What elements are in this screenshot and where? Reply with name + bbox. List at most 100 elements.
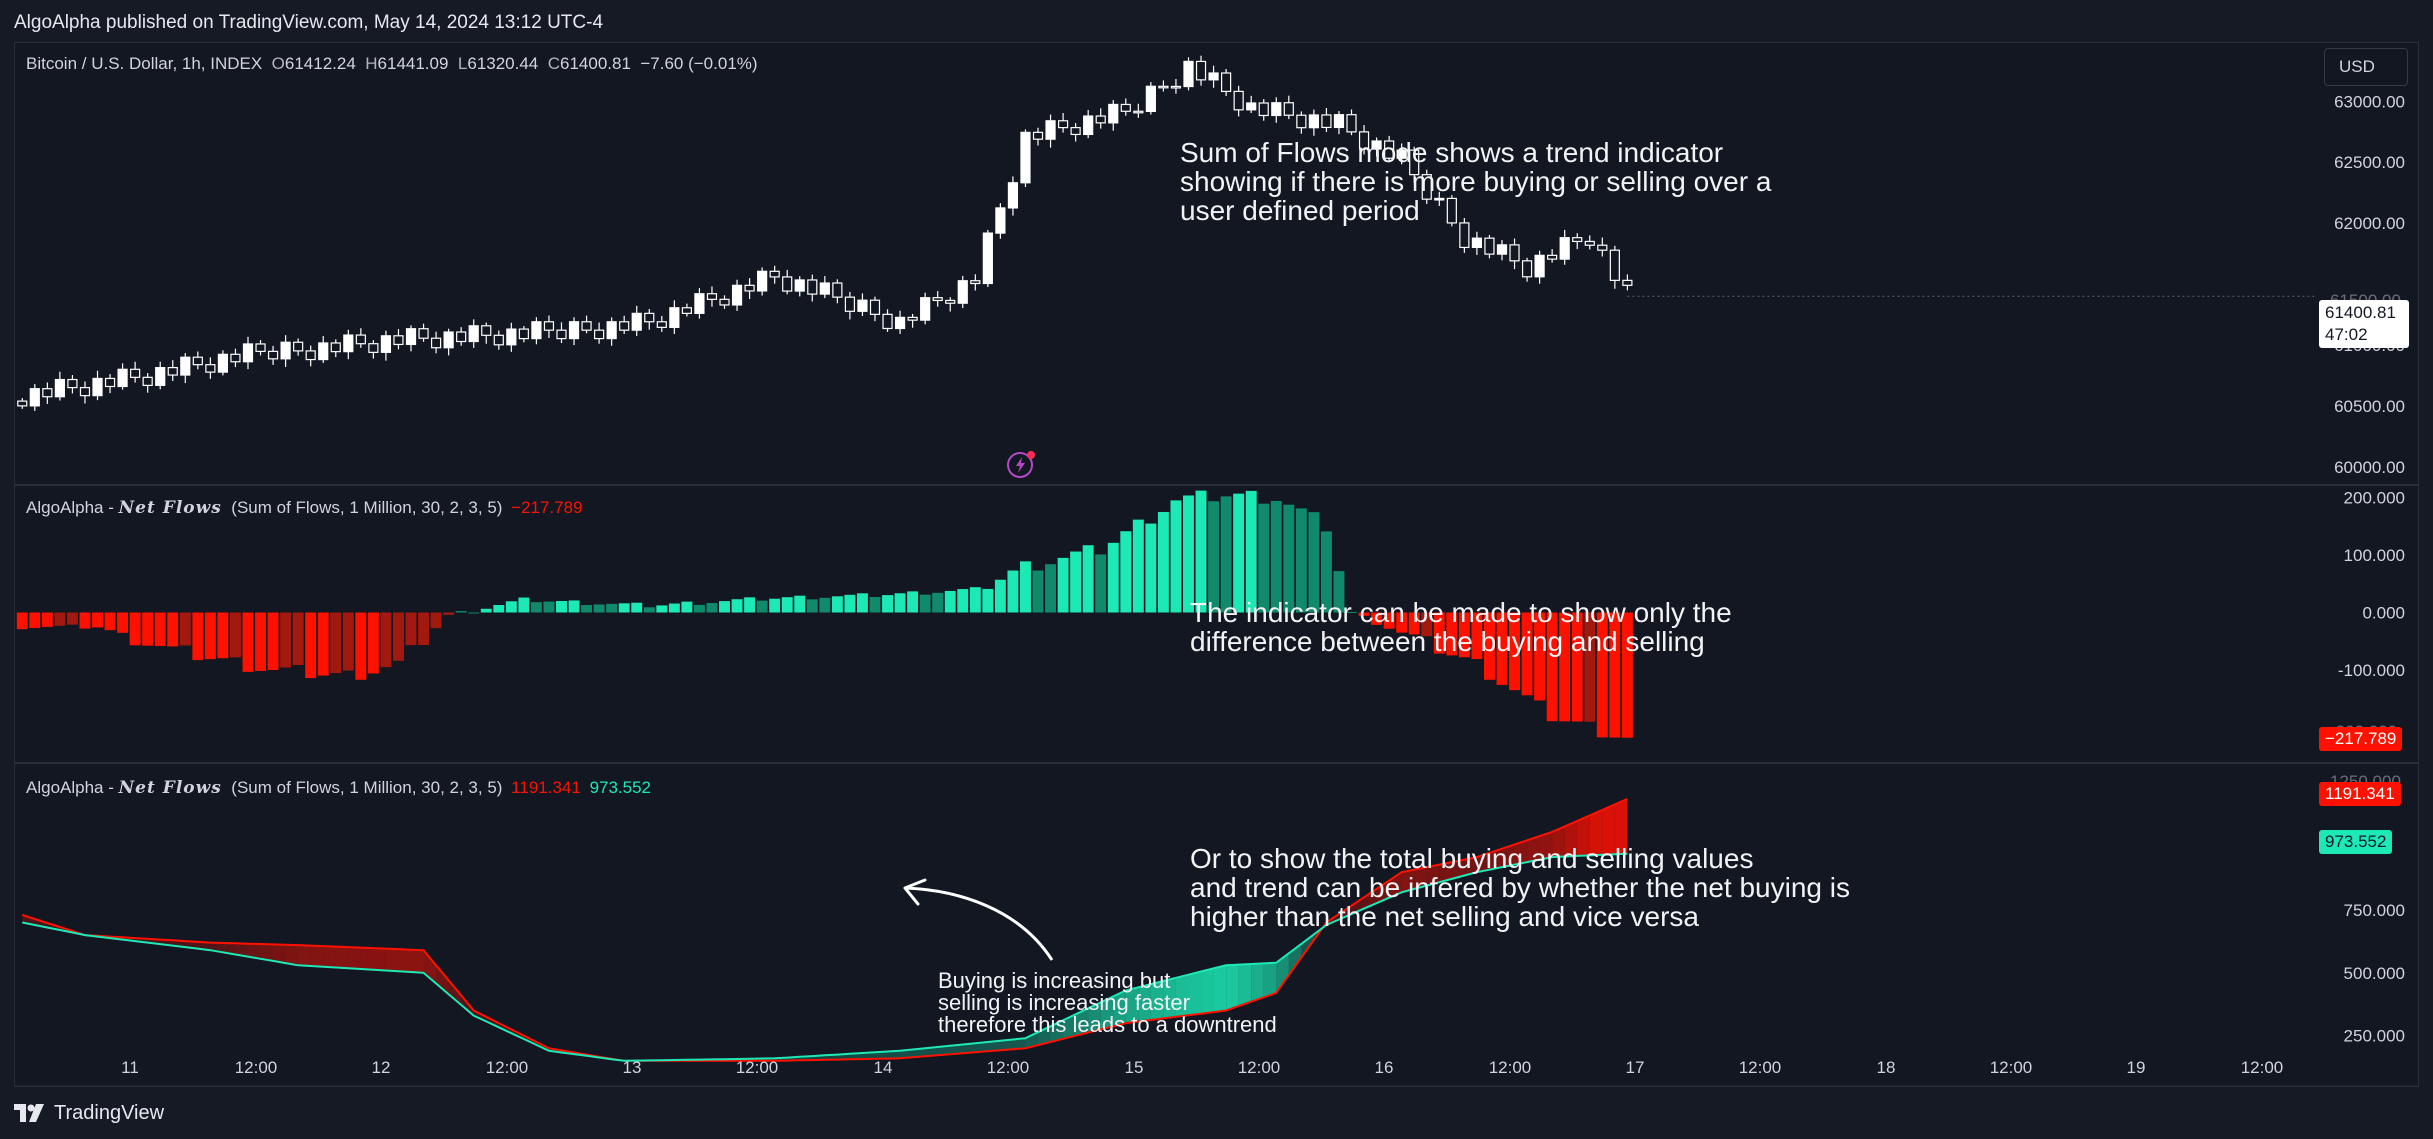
candle-down	[1120, 103, 1131, 112]
negative-flow-bar	[380, 612, 392, 668]
positive-flow-bar	[844, 594, 856, 613]
candle-up	[29, 388, 40, 407]
flow-fill-segment	[373, 948, 386, 971]
candle-down	[1584, 240, 1595, 246]
selling-line	[21, 797, 1628, 1062]
flow-fill-segment	[1138, 984, 1151, 1022]
flow-fill-segment	[849, 1053, 863, 1060]
candle-up	[1007, 182, 1019, 209]
candle-down	[1609, 249, 1620, 281]
positive-flow-bar	[581, 605, 593, 613]
flow-fill-segment	[348, 947, 361, 970]
candle-down	[543, 321, 555, 331]
positive-flow-bar	[668, 603, 680, 613]
positive-flow-bar	[907, 591, 919, 613]
negative-flow-bar	[1496, 612, 1508, 685]
candle-down	[205, 364, 216, 373]
flow-fill-segment	[1451, 859, 1465, 879]
positive-flow-bar	[1233, 493, 1245, 613]
time-axis-label: 13	[623, 1058, 642, 1077]
negative-flow-bar	[179, 612, 191, 646]
positive-flow-bar	[1258, 503, 1270, 613]
negative-flow-bar	[393, 612, 404, 661]
candle-down	[907, 316, 918, 321]
currency-button[interactable]: USD	[2324, 48, 2408, 86]
positive-flow-bar	[756, 600, 768, 613]
positive-flow-bar	[1045, 564, 1057, 613]
change-value: −7.60 (−0.01%)	[640, 54, 758, 73]
time-axis-label: 12:00	[736, 1058, 779, 1077]
symbol-label[interactable]: Bitcoin / U.S. Dollar, 1h, INDEX	[26, 54, 263, 73]
positive-flow-bar	[1007, 570, 1019, 613]
open-label: O	[271, 54, 285, 73]
positive-flow-bar	[493, 605, 505, 613]
sum-flows-legend[interactable]: AlgoAlpha - Net Flows (Sum of Flows, 1 M…	[26, 778, 651, 798]
candles	[17, 55, 1633, 411]
candle-up	[1434, 197, 1445, 201]
net-axis-label: 0.000	[2362, 604, 2405, 623]
candle-down	[1521, 260, 1533, 278]
flow-fill-segment	[1025, 1032, 1039, 1049]
time-axis-label: 14	[874, 1058, 893, 1077]
buy-flow-tag: 973.552	[2319, 830, 2393, 854]
candle-up	[982, 232, 993, 285]
flow-fill-segment	[247, 943, 261, 959]
negative-flow-bar	[1509, 612, 1520, 691]
time-axis-label: 12:00	[1489, 1058, 1532, 1077]
candle-up	[54, 378, 65, 398]
candle-down	[192, 356, 203, 366]
negative-flow-bar	[342, 612, 354, 671]
net-flows-legend[interactable]: AlgoAlpha - Net Flows (Sum of Flows, 1 M…	[26, 498, 583, 518]
time-axis-label: 16	[1375, 1058, 1394, 1077]
candle-down	[656, 321, 667, 328]
positive-flow-bar	[1020, 561, 1031, 613]
candle-down	[1158, 85, 1169, 89]
flow-fill-segment	[1489, 848, 1502, 870]
low-label: L	[457, 54, 468, 73]
candle-down	[869, 299, 881, 315]
flow-fill-segment	[1376, 880, 1390, 904]
flow-fill-segment	[962, 1043, 976, 1054]
positive-flow-bar	[1245, 490, 1257, 613]
candle-down	[1296, 114, 1307, 129]
candle-up	[757, 270, 768, 292]
flow-fill-segment	[925, 1047, 938, 1057]
flow-fill-segment	[222, 942, 236, 955]
sum-axis-label: 250.000	[2344, 1027, 2405, 1046]
flow-fill-segment	[1414, 867, 1427, 889]
candle-down	[681, 307, 692, 314]
candle-down	[1283, 102, 1294, 116]
open-value: 61412.24	[284, 54, 356, 73]
positive-flow-bar	[781, 597, 793, 613]
flow-fill-segment	[900, 1049, 913, 1059]
annotation-total-values: Or to show the total buying and selling …	[1190, 843, 1850, 932]
lightning-alert-icon[interactable]	[1006, 449, 1036, 479]
candle-up	[568, 321, 580, 340]
flow-fill-segment	[1527, 836, 1540, 863]
time-axis-label: 12:00	[2241, 1058, 2284, 1077]
flow-fill-segment	[1577, 815, 1590, 856]
candle-down	[368, 343, 379, 353]
candle-down	[1384, 140, 1395, 159]
candle-down	[104, 377, 116, 388]
sell-flow-tag: 1191.341	[2319, 782, 2401, 806]
candle-up	[957, 280, 968, 304]
candle-down	[1446, 197, 1457, 224]
positive-flow-bar	[1183, 495, 1194, 613]
candle-down	[430, 337, 442, 349]
negative-flow-bar	[443, 612, 455, 615]
candle-down	[267, 350, 279, 360]
negative-flow-bar	[1433, 612, 1445, 654]
positive-flow-bar	[1132, 519, 1144, 613]
flow-fill-segment	[975, 1041, 988, 1053]
candle-up	[1108, 103, 1119, 124]
candle-up	[857, 299, 868, 312]
positive-flow-bar	[1195, 490, 1207, 613]
positive-flow-bar	[706, 603, 718, 613]
positive-flow-bar	[1220, 496, 1232, 613]
negative-flow-bar	[54, 612, 66, 626]
positive-flow-bar	[932, 592, 944, 613]
tradingview-logo-icon	[14, 1104, 44, 1122]
candle-up	[217, 353, 229, 373]
